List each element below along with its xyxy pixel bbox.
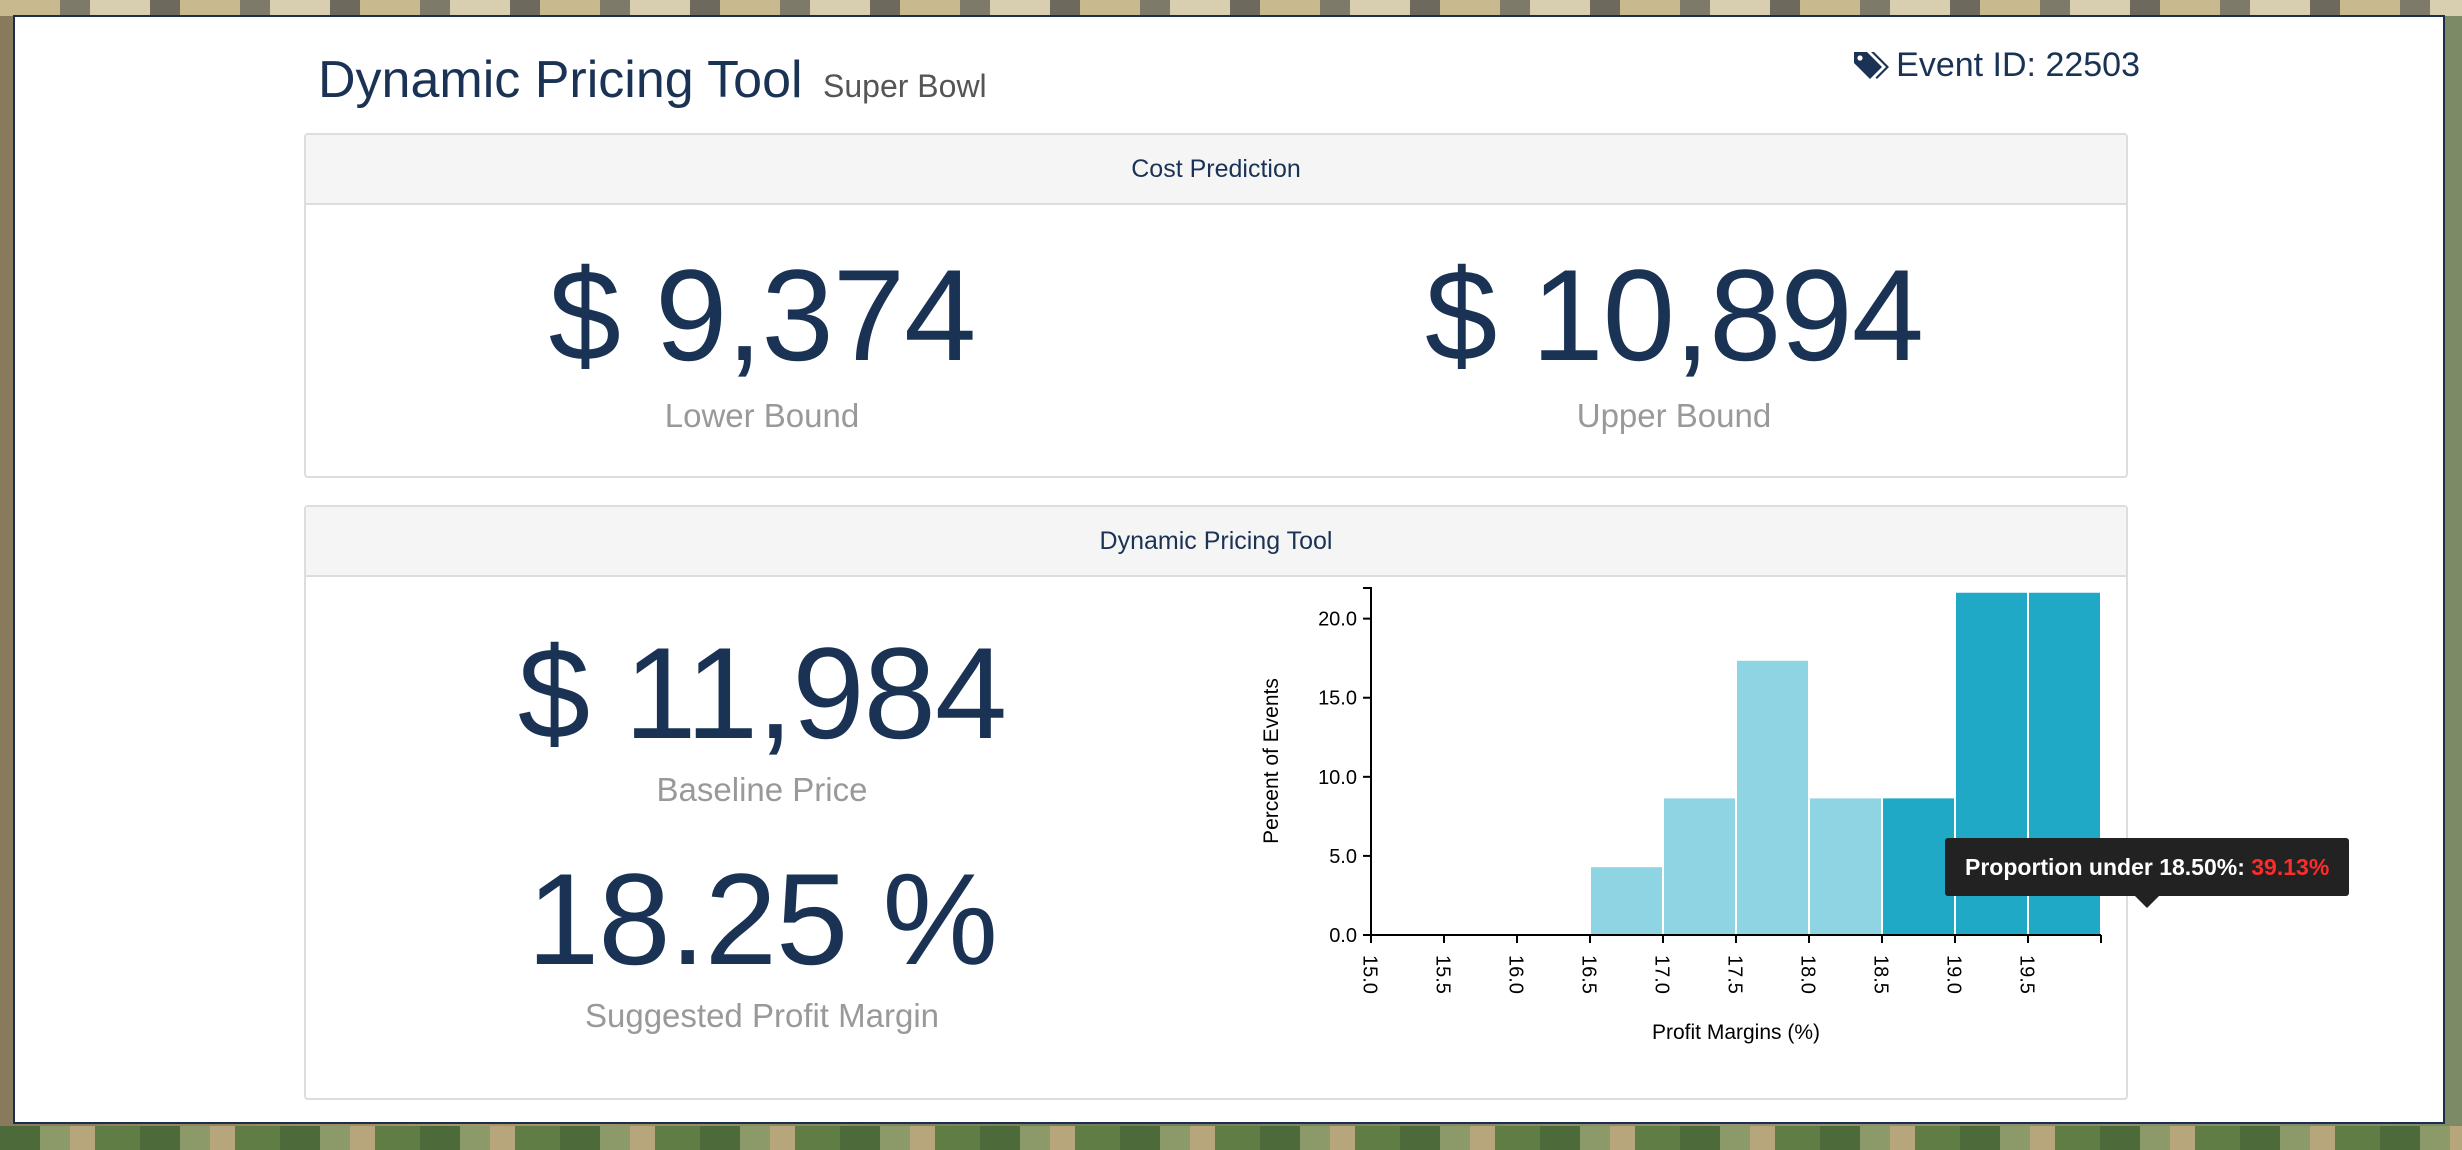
profit-margin-value: 18.25 % [526,846,998,992]
histogram-svg: 0.0 5.0 10.0 15.0 20.0 15.0 15.5 16.0 16.5 17.0 17… [1260,587,2102,1044]
x-axis-label: Profit Margins (%) [1652,1021,1820,1044]
x-tick-label: 18.5 [1870,955,1892,994]
tags-icon [1854,51,1890,79]
page-subtitle: Super Bowl [823,68,987,104]
baseline-price-label: Baseline Price [656,771,868,808]
background-bottom [0,1126,2462,1150]
lower-bound-label: Lower Bound [664,397,860,434]
event-id-text: Event ID: 22503 [1896,46,2140,84]
x-tick-label: 19.5 [2016,955,2038,994]
y-axis-label: Percent of Events [1260,678,1283,844]
histogram-tooltip: Proportion under 18.50%: 39.13% [1945,838,2350,908]
x-tick-label: 17.0 [1651,955,1673,994]
y-tick-label: 10.0 [1318,767,1357,789]
y-tick-label: 20.0 [1318,609,1357,631]
x-tick-label: 17.5 [1724,955,1746,994]
x-tick-label: 16.5 [1578,955,1600,994]
upper-bound-value: $ 10,894 [1424,242,1924,388]
baseline-price-value: $ 11,984 [517,620,1007,766]
profit-margin-label: Suggested Profit Margin [584,997,940,1034]
histogram-bar [1735,658,1810,936]
page-header: Dynamic Pricing Tool Super Bowl Event ID… [304,28,2140,110]
y-tick-label: 0.0 [1329,925,1357,947]
event-id: Event ID: 22503 [1852,46,2140,85]
cost-prediction-panel: Cost Prediction $ 9,374 Lower Bound $ 10… [304,133,2128,478]
dynamic-pricing-heading: Dynamic Pricing Tool [306,507,2126,577]
y-tick-label: 15.0 [1318,688,1357,710]
x-tick-label: 16.0 [1505,955,1527,994]
page-title: Dynamic Pricing Tool Super Bowl [318,50,987,110]
upper-bound-label: Upper Bound [1576,397,1772,434]
y-tick-label: 5.0 [1329,846,1357,868]
tooltip-text: Proportion under 18.50%: [1965,854,2245,880]
page-title-text: Dynamic Pricing Tool [318,51,803,109]
histogram-bar [1881,796,1956,936]
x-tick-label: 15.0 [1359,955,1381,994]
profit-margin-histogram[interactable]: 0.0 5.0 10.0 15.0 20.0 15.0 15.5 16.0 16.5 17.0 17… [1236,587,2350,1067]
background-top [0,0,2462,16]
dynamic-pricing-panel: Dynamic Pricing Tool $ 11,984 Baseline P… [304,505,2350,1100]
histogram-bar [1589,865,1664,937]
histogram-bar [1808,796,1883,936]
x-tick-label: 18.0 [1797,955,1819,994]
x-tick-label: 19.0 [1943,955,1965,994]
lower-bound-value: $ 9,374 [548,242,977,388]
x-tick-label: 15.5 [1432,955,1454,994]
histogram-bar [1662,796,1737,936]
cost-prediction-heading: Cost Prediction [306,135,2126,205]
tooltip-value: 39.13% [2251,854,2330,880]
